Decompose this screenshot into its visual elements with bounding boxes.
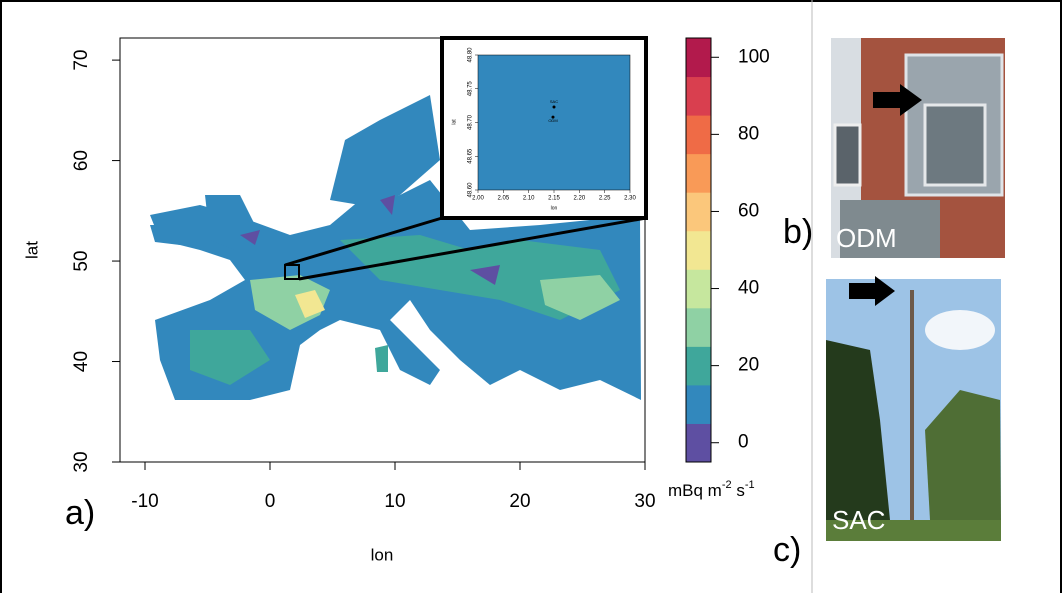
- inset-y-tick-label: 48.80: [468, 47, 474, 63]
- colorbar-bin: [686, 38, 711, 78]
- y-tick-label: 40: [71, 351, 92, 372]
- colorbar-tick-label: 0: [738, 432, 749, 453]
- photo-odm: [831, 38, 1005, 258]
- inset-x-tick-label: 2.00: [472, 196, 484, 202]
- colorbar-bin: [686, 115, 711, 155]
- plot-frame: [119, 37, 646, 463]
- inset-plot: [477, 54, 631, 191]
- map-land: [150, 95, 641, 400]
- site-point: [552, 105, 556, 109]
- y-tick-label: 60: [71, 150, 92, 171]
- colorbar-bin: [686, 423, 711, 463]
- colorbar-frame: [685, 37, 712, 463]
- colorbar-tick-label: 20: [738, 355, 759, 376]
- colorbar-bin: [686, 76, 711, 116]
- colorbar-bin: [686, 384, 711, 424]
- x-tick-label: 30: [634, 491, 655, 512]
- inset-x-tick-label: 2.10: [523, 196, 535, 202]
- colorbar-bin: [686, 153, 711, 193]
- photo-sac: [826, 276, 1001, 541]
- colorbar-tick-label: 100: [738, 46, 770, 67]
- colorbar-unit: mBq m-2 s-1: [668, 479, 755, 501]
- colorbar-bin: [686, 346, 711, 386]
- y-tick-label: 30: [71, 451, 92, 472]
- y-tick-label: 50: [71, 250, 92, 271]
- colorbar-tick-label: 80: [738, 123, 759, 144]
- colorbar-tick-label: 60: [738, 200, 759, 221]
- zoom-line: [298, 216, 647, 281]
- panel-label: b): [783, 213, 813, 251]
- inset-x-tick-label: 2.25: [599, 196, 611, 202]
- inset-y-label: lat: [451, 119, 457, 125]
- site-point: [551, 115, 555, 119]
- inset-x-tick-label: 2.15: [548, 196, 560, 202]
- inset-y-tick-label: 48.65: [468, 148, 474, 164]
- colorbar-bin: [686, 307, 711, 347]
- x-tick-label: 20: [509, 491, 530, 512]
- inset-y-tick-label: 48.60: [468, 182, 474, 198]
- panel-label: c): [773, 531, 801, 569]
- colorbar-bin: [686, 269, 711, 309]
- photo-label: ODM: [836, 223, 897, 253]
- x-tick-label: 10: [384, 491, 405, 512]
- inset-x-label: lon: [551, 205, 558, 211]
- colorbar-bin: [686, 230, 711, 270]
- inset-x-tick-label: 2.20: [573, 196, 585, 202]
- y-tick-label: 70: [71, 50, 92, 71]
- site-label: SAC: [550, 99, 558, 104]
- x-tick-label: -10: [131, 491, 158, 512]
- colorbar-tick-label: 40: [738, 278, 759, 299]
- unit-part: -1: [745, 479, 755, 491]
- colorbar-bin: [686, 192, 711, 232]
- unit-part: -2: [722, 479, 732, 491]
- unit-part: mBq m: [668, 481, 722, 500]
- panel-label: a): [65, 494, 95, 532]
- x-tick-label: 0: [265, 491, 276, 512]
- inset-y-tick-label: 48.70: [468, 114, 474, 130]
- inset-x-tick-label: 2.05: [497, 196, 509, 202]
- inset-x-tick-label: 2.30: [624, 196, 636, 202]
- unit-part: s: [732, 481, 745, 500]
- zoom-box: [284, 264, 300, 280]
- y-axis-label: lat: [22, 241, 41, 259]
- photo-label: SAC: [832, 505, 885, 535]
- zoom-line: [284, 216, 443, 267]
- x-axis-label: lon: [371, 545, 394, 564]
- site-label: ODM: [548, 118, 557, 123]
- inset-y-tick-label: 48.75: [468, 81, 474, 97]
